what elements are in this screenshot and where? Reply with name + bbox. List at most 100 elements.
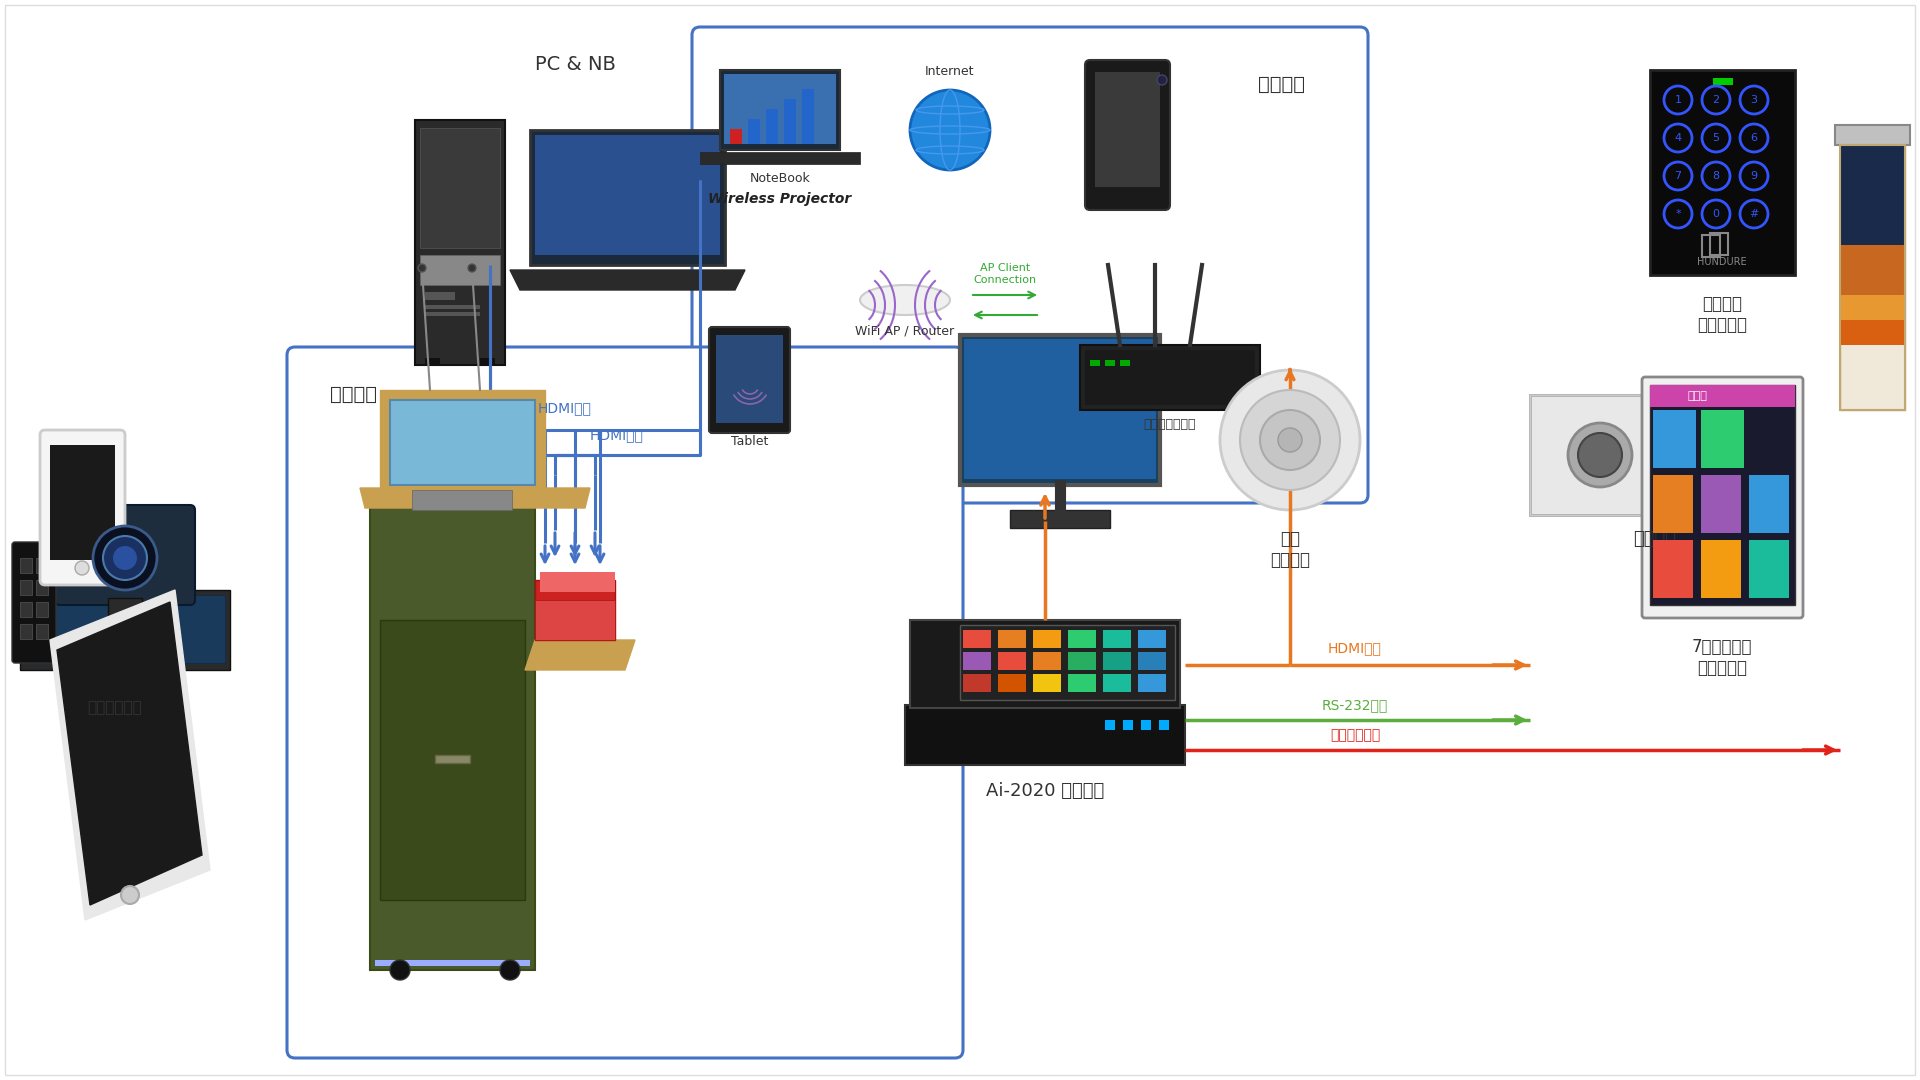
Text: NoteBook: NoteBook	[749, 172, 810, 185]
FancyBboxPatch shape	[56, 505, 196, 605]
Bar	[1701, 475, 1741, 534]
Text: Wireless Projector: Wireless Projector	[708, 192, 852, 206]
Bar	[1724, 410, 1736, 500]
Bar	[716, 335, 783, 423]
Bar	[960, 335, 1160, 485]
Bar	[520, 273, 538, 276]
Bar	[530, 130, 726, 265]
Text: 0: 0	[1713, 210, 1720, 219]
Bar	[540, 572, 614, 592]
FancyBboxPatch shape	[708, 327, 789, 433]
Ellipse shape	[860, 285, 950, 315]
Circle shape	[92, 526, 157, 590]
Bar	[1649, 384, 1795, 605]
Bar	[1839, 295, 1905, 345]
Bar	[998, 630, 1025, 648]
Bar	[541, 273, 559, 276]
Bar	[1759, 430, 1780, 455]
Bar	[1094, 72, 1160, 187]
Circle shape	[910, 90, 991, 170]
Bar	[749, 119, 760, 144]
Text: 9: 9	[1751, 171, 1757, 181]
Bar	[645, 273, 664, 276]
Bar	[666, 278, 685, 282]
Bar	[964, 674, 991, 692]
Bar	[1839, 145, 1905, 410]
Circle shape	[1578, 433, 1622, 477]
Bar	[645, 278, 664, 282]
Bar	[998, 652, 1025, 670]
Circle shape	[1260, 410, 1321, 470]
Bar	[708, 278, 728, 282]
Bar	[424, 305, 480, 309]
Bar	[1139, 674, 1165, 692]
Polygon shape	[511, 270, 745, 291]
Bar	[50, 445, 115, 561]
Bar	[380, 620, 524, 900]
Bar	[1653, 410, 1695, 468]
Bar	[1530, 395, 1780, 515]
Bar	[708, 283, 728, 287]
Bar	[605, 273, 622, 276]
Bar	[1839, 145, 1905, 345]
Text: 無線投影: 無線投影	[1258, 75, 1306, 94]
Bar	[36, 624, 48, 639]
Polygon shape	[58, 602, 202, 905]
Bar	[1839, 245, 1905, 345]
Bar	[960, 335, 1160, 485]
Bar	[964, 339, 1156, 480]
Bar	[626, 278, 643, 282]
Bar	[1140, 720, 1150, 730]
Bar	[563, 283, 580, 287]
Bar	[1701, 410, 1743, 468]
Bar	[964, 652, 991, 670]
Bar	[724, 75, 835, 144]
Polygon shape	[380, 390, 545, 495]
Text: 7吋觸控螢幕
（可選購）: 7吋觸控螢幕 （可選購）	[1692, 638, 1753, 677]
Text: HDMI輸出: HDMI輸出	[1329, 642, 1382, 654]
Bar	[701, 152, 860, 164]
Bar	[1649, 70, 1795, 275]
Bar	[1079, 345, 1260, 410]
Text: 7: 7	[1674, 171, 1682, 181]
Bar	[605, 278, 622, 282]
Bar	[910, 620, 1181, 708]
Bar	[1649, 384, 1795, 407]
Bar	[1033, 630, 1062, 648]
FancyBboxPatch shape	[40, 430, 125, 585]
Circle shape	[1219, 370, 1359, 510]
Bar	[1653, 475, 1693, 534]
Polygon shape	[361, 488, 589, 508]
Text: RS-232控制: RS-232控制	[1321, 698, 1388, 712]
Bar	[584, 283, 601, 287]
Text: HDMI輸入: HDMI輸入	[538, 401, 591, 415]
Bar	[520, 283, 538, 287]
Bar	[1106, 720, 1116, 730]
Bar	[687, 278, 707, 282]
Bar	[1068, 630, 1096, 648]
Bar	[424, 357, 440, 365]
Bar	[424, 312, 480, 316]
Bar	[645, 283, 664, 287]
Text: Internet: Internet	[925, 65, 975, 78]
Circle shape	[468, 264, 476, 272]
Bar	[666, 283, 685, 287]
Bar	[626, 283, 643, 287]
Text: HDMI輸入: HDMI輸入	[589, 428, 643, 442]
Bar	[1139, 630, 1165, 648]
Circle shape	[121, 886, 138, 904]
Bar	[36, 558, 48, 573]
Circle shape	[104, 536, 148, 580]
Bar	[413, 490, 513, 510]
Bar	[1085, 350, 1256, 405]
Bar	[1010, 510, 1110, 528]
Bar	[1033, 674, 1062, 692]
Circle shape	[499, 960, 520, 980]
Circle shape	[419, 264, 426, 272]
Text: 外接
擴音設備: 外接 擴音設備	[1269, 530, 1309, 569]
Bar	[1701, 235, 1720, 257]
Bar	[563, 273, 580, 276]
Circle shape	[1279, 428, 1302, 453]
Text: WiFi AP / Router: WiFi AP / Router	[856, 325, 954, 338]
Bar	[803, 89, 814, 144]
